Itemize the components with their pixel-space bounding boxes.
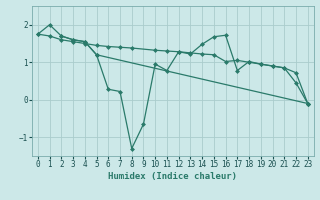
- X-axis label: Humidex (Indice chaleur): Humidex (Indice chaleur): [108, 172, 237, 181]
